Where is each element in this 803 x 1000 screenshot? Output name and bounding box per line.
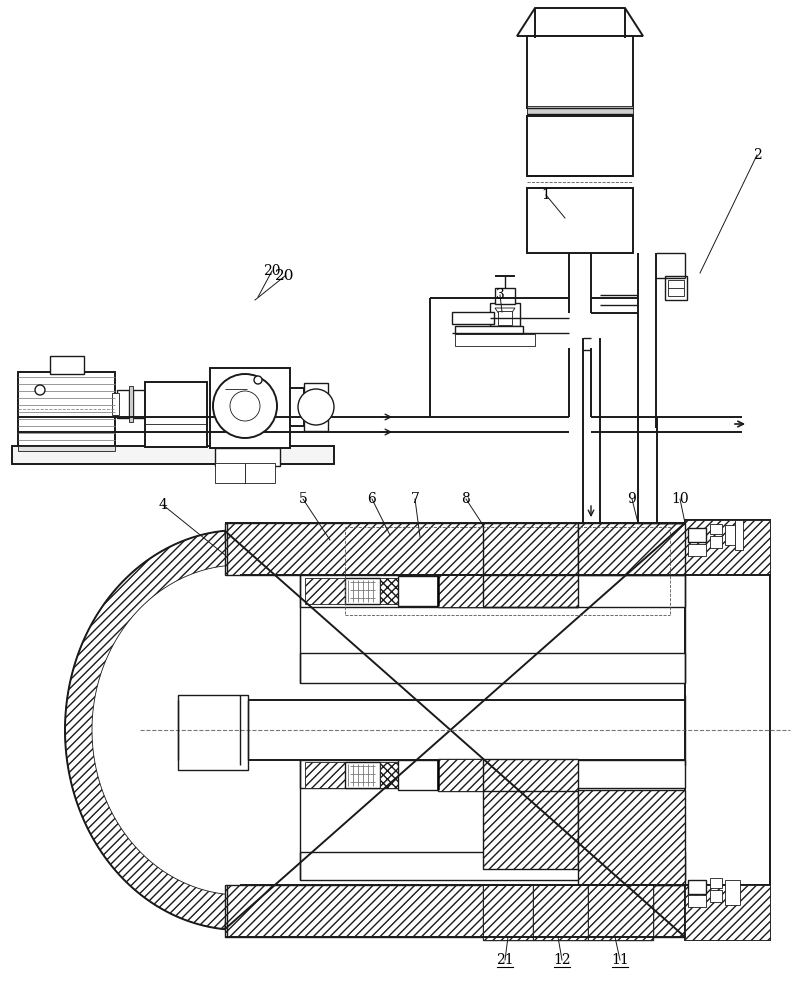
Bar [709,878,721,888]
Bar [245,463,275,483]
Circle shape [35,385,45,395]
Text: 2: 2 [752,148,760,162]
Text: 4: 4 [158,498,167,512]
Polygon shape [684,520,769,575]
Bar [483,523,577,607]
Circle shape [298,389,333,425]
Text: 8: 8 [461,492,470,506]
Polygon shape [438,575,483,607]
Bar [495,288,515,304]
Bar [577,523,684,575]
Polygon shape [438,759,483,791]
Text: 11: 11 [610,953,628,967]
Bar [454,334,534,346]
Bar [157,393,164,415]
Bar [344,762,380,788]
Polygon shape [684,885,769,940]
Bar [304,762,344,788]
Bar [300,575,684,607]
Bar [451,312,493,324]
Bar [526,188,632,253]
Text: 6: 6 [367,492,376,506]
Bar [225,885,684,937]
Bar [709,524,721,534]
Text: 20: 20 [275,269,295,283]
Bar [687,544,705,556]
Bar [128,386,132,422]
Bar [497,311,512,325]
Polygon shape [65,531,226,929]
Bar [483,759,577,869]
Bar [344,578,380,604]
Bar [724,880,739,905]
Bar [687,895,705,907]
Bar [709,536,721,548]
Bar [587,885,652,940]
Polygon shape [489,303,520,326]
Bar [684,885,769,940]
Circle shape [230,391,259,421]
Bar [483,885,532,940]
Text: 20: 20 [263,264,280,278]
Text: 12: 12 [552,953,570,967]
Polygon shape [495,308,515,323]
Text: 1: 1 [541,188,550,202]
Bar [532,885,587,940]
Polygon shape [516,8,642,36]
Text: 7: 7 [410,492,419,506]
Bar [214,463,245,483]
Bar [577,790,684,885]
Bar [667,280,683,296]
Polygon shape [380,762,397,788]
Bar [687,528,705,542]
Bar [300,760,684,788]
Bar [12,446,333,464]
Bar [664,276,686,300]
Bar [526,36,632,108]
Bar [225,380,247,398]
Polygon shape [587,885,652,940]
Polygon shape [532,885,587,940]
Bar [210,368,290,448]
Bar [734,520,742,550]
Text: 5: 5 [298,492,307,506]
Bar [687,880,705,894]
Bar [397,760,438,790]
Bar [177,695,247,770]
Circle shape [254,376,262,384]
Text: 10: 10 [671,492,688,506]
Polygon shape [380,578,397,604]
Text: 21: 21 [495,953,513,967]
Bar [684,575,769,885]
Bar [438,759,483,791]
Bar [225,523,684,575]
Bar [290,388,304,426]
Bar [526,106,632,116]
Bar [684,520,769,575]
Bar [300,852,684,880]
Polygon shape [304,383,328,431]
Bar [117,390,128,418]
Text: 9: 9 [627,492,636,506]
Bar [145,382,206,447]
Bar [438,575,483,607]
Bar [304,578,344,604]
Bar [724,525,734,545]
Bar [18,372,115,446]
Bar [397,576,438,606]
Text: 3: 3 [495,288,503,302]
Bar [50,356,84,374]
Circle shape [213,374,277,438]
Bar [132,390,145,418]
Bar [214,448,279,466]
Bar [300,653,684,683]
Bar [112,393,119,415]
Bar [709,890,721,902]
Bar [454,326,522,334]
Bar [240,700,684,760]
Bar [526,116,632,176]
Polygon shape [483,885,532,940]
Bar [18,446,115,451]
